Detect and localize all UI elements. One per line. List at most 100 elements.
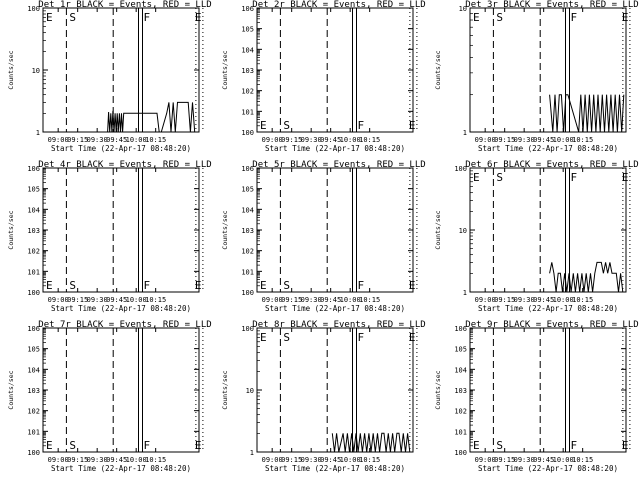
- marker-letter-e-start: E: [260, 331, 267, 344]
- y-axis-label: Counts/sec: [434, 370, 442, 409]
- y-tick-label: 103: [27, 387, 40, 395]
- y-tick-label: 1: [250, 449, 254, 457]
- events-series-line: [107, 101, 197, 133]
- marker-letter-e-end: E: [622, 171, 629, 184]
- y-axis-label: Counts/sec: [434, 210, 442, 249]
- x-tick-label: 09:30: [87, 136, 108, 144]
- y-axis-label: Counts/sec: [7, 210, 15, 249]
- x-tick-label: 10:00: [126, 296, 147, 304]
- x-tick-label: 10:15: [145, 136, 166, 144]
- marker-letter-s: S: [283, 279, 290, 292]
- x-tick-label: 09:45: [533, 456, 554, 464]
- y-tick-label: 103: [241, 67, 254, 75]
- chart-title: Det 4r BLACK = Events, RED = LLD: [38, 160, 211, 170]
- marker-letter-e-end: E: [195, 439, 202, 452]
- y-tick-label: 104: [454, 366, 467, 374]
- x-tick-label: 10:00: [553, 456, 574, 464]
- marker-letter-f: F: [571, 171, 578, 184]
- y-tick-label: 1: [463, 289, 467, 297]
- x-axis-label: Start Time (22-Apr-17 08:48:20): [51, 304, 191, 313]
- marker-letter-s: S: [69, 439, 76, 452]
- y-tick-label: 101: [27, 268, 40, 276]
- x-tick-label: 10:15: [359, 136, 380, 144]
- x-tick-label: 09:30: [301, 296, 322, 304]
- marker-letter-e-end: E: [409, 279, 416, 292]
- x-tick-label: 09:00: [48, 136, 69, 144]
- x-tick-label: 09:45: [320, 296, 341, 304]
- marker-letter-f: F: [358, 331, 365, 344]
- x-tick-label: 09:15: [494, 296, 515, 304]
- x-tick-label: 09:15: [494, 456, 515, 464]
- y-tick-label: 105: [241, 186, 254, 194]
- y-tick-label: 100: [241, 129, 254, 137]
- y-tick-label: 101: [27, 428, 40, 436]
- x-tick-label: 09:15: [281, 456, 302, 464]
- x-tick-label: 09:30: [87, 456, 108, 464]
- y-tick-label: 104: [27, 206, 40, 214]
- marker-letter-f: F: [144, 279, 151, 292]
- marker-letter-e-start: E: [473, 439, 480, 452]
- marker-letter-e-start: E: [46, 11, 53, 24]
- x-tick-label: 09:30: [514, 296, 535, 304]
- y-tick-label: 100: [454, 165, 467, 173]
- y-tick-label: 100: [27, 449, 40, 457]
- x-tick-label: 09:45: [320, 456, 341, 464]
- x-tick-label: 09:45: [106, 296, 127, 304]
- y-tick-label: 102: [27, 408, 40, 416]
- marker-letter-e-end: E: [622, 439, 629, 452]
- y-tick-label: 106: [27, 325, 40, 333]
- y-tick-label: 1: [463, 129, 467, 137]
- y-tick-label: 100: [27, 5, 40, 13]
- chart-panel-5: Det 5r BLACK = Events, RED = LLD 100 101 10…: [221, 160, 426, 313]
- y-tick-label: 106: [241, 165, 254, 173]
- x-tick-label: 10:15: [572, 136, 593, 144]
- y-tick-label: 105: [241, 26, 254, 34]
- chart-title: Det 3r BLACK = Events, RED = LLD: [465, 0, 638, 10]
- x-tick-label: 10:15: [572, 456, 593, 464]
- x-tick-label: 10:15: [359, 296, 380, 304]
- marker-letter-f: F: [144, 439, 151, 452]
- marker-letter-e-start: E: [473, 11, 480, 24]
- plot-frame: [469, 7, 627, 133]
- y-tick-label: 102: [241, 88, 254, 96]
- chart-title: Det 8r BLACK = Events, RED = LLD: [252, 320, 425, 330]
- x-tick-label: 10:00: [340, 136, 361, 144]
- marker-letter-e-start: E: [260, 279, 267, 292]
- x-axis-label: Start Time (22-Apr-17 08:48:20): [478, 304, 618, 313]
- marker-letter-e-end: E: [195, 279, 202, 292]
- marker-letter-e-start: E: [473, 171, 480, 184]
- y-tick-label: 105: [27, 186, 40, 194]
- marker-letter-f: F: [144, 11, 151, 24]
- x-tick-label: 09:00: [475, 456, 496, 464]
- x-tick-label: 09:00: [262, 456, 283, 464]
- x-axis-label: Start Time (22-Apr-17 08:48:20): [51, 464, 191, 473]
- y-tick-label: 10: [459, 227, 467, 235]
- y-tick-label: 100: [27, 289, 40, 297]
- chart-title: Det 2r BLACK = Events, RED = LLD: [252, 0, 425, 10]
- y-tick-label: 102: [27, 248, 40, 256]
- y-tick-label: 101: [454, 428, 467, 436]
- marker-letter-s: S: [69, 279, 76, 292]
- marker-letter-s: S: [69, 11, 76, 24]
- y-tick-label: 10: [32, 67, 40, 75]
- marker-letter-f: F: [571, 11, 578, 24]
- x-tick-label: 10:00: [553, 296, 574, 304]
- x-tick-label: 09:45: [320, 136, 341, 144]
- chart-panel-9: Det 9r BLACK = Events, RED = LLD 100 101 10…: [434, 320, 639, 473]
- y-tick-label: 106: [241, 5, 254, 13]
- marker-letter-e-end: E: [622, 11, 629, 24]
- x-tick-label: 09:15: [494, 136, 515, 144]
- marker-letter-e-end: E: [195, 11, 202, 24]
- x-tick-label: 09:00: [262, 136, 283, 144]
- y-tick-label: 101: [241, 108, 254, 116]
- y-tick-label: 105: [454, 346, 467, 354]
- x-tick-label: 09:30: [301, 136, 322, 144]
- chart-panel-7: Det 7r BLACK = Events, RED = LLD 100 101 10…: [7, 320, 212, 473]
- events-series-line: [549, 261, 624, 293]
- marker-letter-s: S: [496, 439, 503, 452]
- y-tick-label: 104: [27, 366, 40, 374]
- events-series-line: [549, 94, 625, 133]
- chart-title: Det 5r BLACK = Events, RED = LLD: [252, 160, 425, 170]
- y-tick-label: 102: [241, 248, 254, 256]
